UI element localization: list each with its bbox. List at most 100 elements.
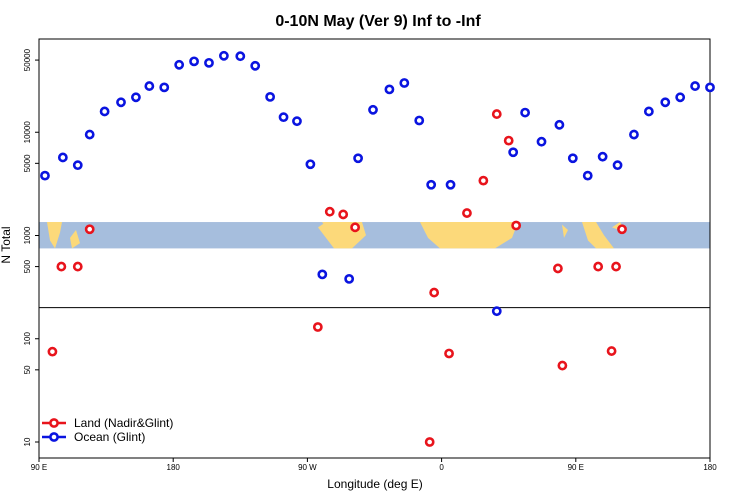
data-point: [414, 115, 425, 126]
data-point: [426, 179, 437, 190]
data-point: [612, 160, 623, 171]
legend-swatch-marker: [49, 432, 59, 442]
data-point: [675, 92, 686, 103]
data-point: [424, 437, 435, 447]
y-axis-label: N Total: [0, 226, 13, 263]
data-point: [478, 175, 489, 186]
x-tick-label: 180: [167, 463, 181, 472]
data-point: [218, 50, 229, 61]
data-point: [116, 97, 126, 108]
data-point: [292, 116, 302, 127]
data-point: [690, 81, 700, 91]
world-map-band: [39, 222, 710, 249]
y-tick-label: 100: [23, 332, 32, 346]
data-point: [159, 82, 170, 93]
legend-label: Ocean (Glint): [74, 430, 145, 444]
data-point: [40, 170, 50, 181]
series-land: [47, 109, 627, 447]
data-point: [606, 346, 617, 356]
x-tick-label: 0: [439, 463, 444, 472]
data-point: [131, 92, 141, 103]
legend-label: Land (Nadir&Glint): [74, 416, 173, 430]
data-point: [508, 147, 519, 158]
x-tick-label: 90 E: [568, 463, 584, 472]
y-tick-label: 50: [23, 365, 32, 374]
data-point: [511, 220, 522, 231]
data-point: [399, 78, 410, 88]
data-point: [250, 60, 261, 71]
data-point: [617, 224, 627, 235]
x-axis-label: Longitude (deg E): [327, 477, 422, 491]
map-landmass: [47, 222, 62, 249]
x-tick-label: 180: [703, 463, 717, 472]
data-point: [305, 159, 316, 170]
data-point: [445, 179, 456, 190]
data-point: [57, 152, 68, 163]
data-point: [429, 287, 440, 298]
data-point: [174, 59, 185, 70]
data-point: [491, 109, 502, 119]
data-point: [72, 261, 83, 272]
chart-title: 0-10N May (Ver 9) Inf to -Inf: [275, 13, 481, 30]
data-point: [324, 206, 335, 217]
data-point: [557, 360, 568, 371]
data-point: [99, 106, 110, 117]
data-point: [597, 151, 608, 162]
data-point: [265, 91, 276, 102]
data-point: [338, 209, 349, 220]
series-layer: [40, 50, 715, 447]
series-ocean: [40, 50, 715, 317]
data-point: [660, 97, 671, 108]
data-point: [312, 322, 323, 332]
y-tick-label: 500: [23, 259, 32, 273]
data-point: [553, 263, 563, 274]
data-point: [503, 135, 514, 146]
data-point: [462, 208, 472, 218]
x-tick-label: 90 E: [31, 463, 47, 472]
data-point: [629, 129, 639, 140]
map-landmass: [562, 224, 568, 238]
data-point: [72, 160, 83, 171]
legend-swatch-marker: [49, 418, 59, 428]
data-point: [491, 306, 502, 317]
data-point: [582, 170, 593, 181]
data-point: [611, 261, 621, 272]
data-point: [189, 56, 199, 67]
data-point: [520, 107, 531, 118]
map-landmass: [70, 229, 80, 249]
data-point: [554, 119, 565, 130]
data-point: [278, 112, 289, 123]
y-axis: 10 50 100 500 1000 5000 10000 50000: [23, 48, 39, 446]
y-tick-label: 5000: [23, 154, 32, 172]
data-point: [643, 106, 654, 117]
data-point: [705, 82, 715, 93]
y-tick-label: 10000: [23, 121, 32, 144]
y-tick-label: 1000: [23, 226, 32, 244]
map-landmass: [420, 222, 518, 249]
data-point: [444, 348, 454, 359]
legend: Land (Nadir&Glint)Ocean (Glint): [42, 416, 173, 444]
data-point: [593, 261, 604, 272]
x-tick-label: 90 W: [298, 463, 317, 472]
map-landmass: [582, 222, 614, 249]
map-landmass: [322, 222, 332, 230]
x-axis: 90 E 180 90 W 0 90 E 180: [31, 458, 717, 472]
data-point: [56, 261, 67, 272]
data-point: [235, 51, 246, 62]
data-point: [317, 269, 328, 280]
plot-frame: [38, 38, 711, 459]
y-tick-label: 10: [23, 437, 32, 446]
data-point: [84, 129, 95, 140]
y-tick-label: 50000: [23, 48, 32, 71]
data-point: [144, 81, 155, 91]
data-point: [47, 346, 58, 357]
data-point: [384, 84, 395, 95]
data-point: [353, 153, 363, 164]
data-point: [204, 57, 214, 68]
data-point: [344, 273, 355, 284]
data-point: [567, 153, 578, 164]
data-point: [84, 224, 95, 235]
data-point: [350, 222, 361, 233]
data-point: [368, 104, 378, 115]
